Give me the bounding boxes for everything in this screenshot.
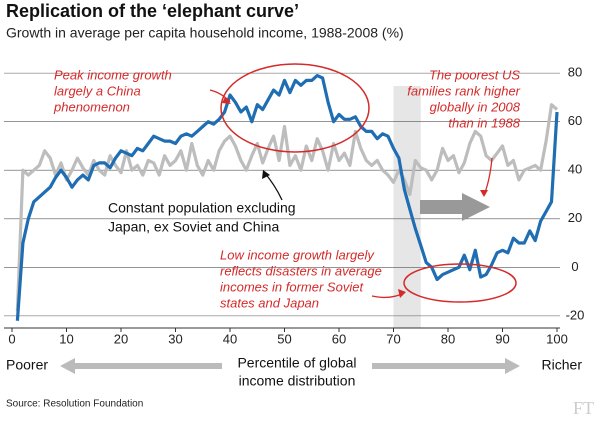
annotation: reflects disasters in average [220,263,382,278]
annotation: incomes in former Soviet [220,279,364,294]
arrowhead [398,289,406,298]
y-tick-label: 20 [568,210,582,225]
big-arrow [420,193,490,221]
arrowhead [222,97,231,104]
annotation: families rank higher [407,83,520,98]
arrowhead [480,190,488,197]
annotation: The poorest US [429,67,520,82]
annotation: states and Japan [220,295,319,310]
x-tick-label: 100 [546,331,568,346]
x-axis-label: income distribution [239,373,356,389]
y-tick-label: 80 [568,65,582,80]
x-tick-label: 90 [495,331,509,346]
annotation: largely a China [54,83,141,98]
y-tick-label: -20 [566,307,585,322]
y-tick-label: 0 [571,259,578,274]
axis-arrow [372,358,520,374]
arrowhead [262,170,270,179]
ellipse [220,63,370,153]
annotation: phenomenon [53,99,130,114]
annotation: Peak income growth [54,67,172,82]
x-tick-label: 60 [332,331,346,346]
x-tick-label: 50 [277,331,291,346]
x-tick-label: 70 [386,331,400,346]
annotation: Japan, ex Soviet and China [108,219,279,235]
chart-title: Replication of the ‘elephant curve’ [6,1,299,21]
arrow [483,157,493,196]
shaded-band [393,86,421,328]
y-tick-label: 60 [568,113,582,128]
x-tick-label: 80 [441,331,455,346]
annotation: than in 1988 [448,115,520,130]
x-tick-label: 10 [59,331,73,346]
x-left-label: Poorer [6,357,48,373]
x-axis-label: Percentile of global [237,355,356,371]
y-tick-label: 40 [568,162,582,177]
arrow [209,89,231,103]
annotation: Low income growth largely [220,247,375,262]
plot-area [4,72,560,332]
source: Source: Resolution Foundation [6,399,143,410]
axis-arrow [60,358,222,374]
x-tick-label: 20 [114,331,128,346]
x-tick-label: 40 [223,331,237,346]
series-line [15,74,559,321]
logo: FT [573,398,594,418]
x-tick-label: 0 [8,331,15,346]
x-tick-label: 30 [168,331,182,346]
annotation: globally in 2008 [430,99,521,114]
ellipse [403,263,517,303]
x-right-label: Richer [542,357,583,373]
annotation: Constant population excluding [108,200,296,216]
chart-subtitle: Growth in average per capita household i… [6,25,404,41]
